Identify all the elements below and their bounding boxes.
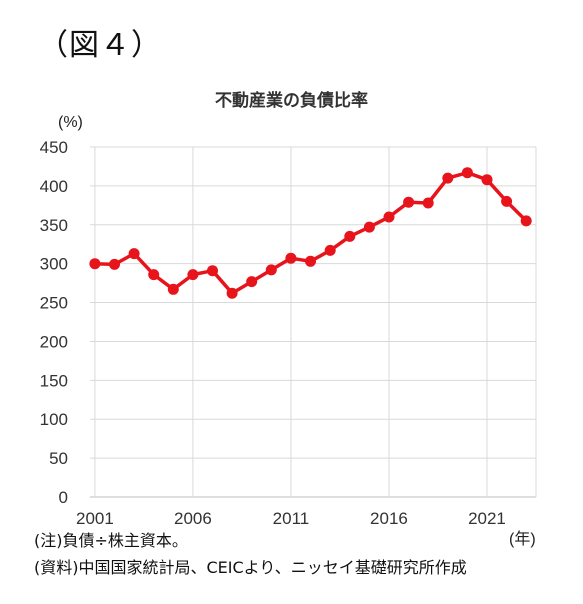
y-tick-label: 200 xyxy=(40,332,68,351)
x-tick-label: 2011 xyxy=(273,509,310,528)
data-point xyxy=(324,244,336,256)
data-point xyxy=(481,174,493,186)
y-tick-label: 450 xyxy=(40,138,68,157)
series-line xyxy=(94,170,528,295)
data-point xyxy=(109,258,120,270)
chart-title: 不動産業の負債比率 xyxy=(215,91,368,111)
y-tick-label: 100 xyxy=(40,410,68,429)
source-text: (資料)中国国家統計局、CEICより、ニッセイ基礎研究所作成 xyxy=(34,558,467,577)
y-tick-label: 300 xyxy=(40,255,68,274)
data-point xyxy=(207,265,218,277)
data-point xyxy=(187,269,199,281)
data-point xyxy=(442,172,454,184)
x-axis-label: (年) xyxy=(509,530,536,548)
data-point xyxy=(89,258,101,270)
data-point xyxy=(285,252,297,264)
data-point xyxy=(265,264,277,276)
data-point xyxy=(501,195,513,207)
x-tick-label: 2006 xyxy=(174,509,212,528)
y-tick-label: 400 xyxy=(40,177,68,196)
figure-label: （図４） xyxy=(38,28,162,63)
data-point xyxy=(344,230,356,242)
data-point xyxy=(246,276,258,288)
data-point xyxy=(422,197,434,209)
y-axis-label: (%) xyxy=(58,114,83,131)
data-point xyxy=(167,283,179,295)
y-tick-label: 0 xyxy=(59,488,68,507)
data-point xyxy=(226,287,238,299)
y-tick-label: 250 xyxy=(40,294,68,313)
data-point xyxy=(148,269,160,281)
x-tick-label: 2001 xyxy=(76,509,114,528)
data-point xyxy=(461,167,473,179)
note-text: (注)負債÷株主資本。 xyxy=(34,531,188,550)
data-point xyxy=(383,211,395,223)
x-tick-label: 2016 xyxy=(370,509,408,528)
data-point xyxy=(520,215,532,227)
y-tick-label: 150 xyxy=(40,371,68,390)
data-point xyxy=(403,196,415,208)
data-point xyxy=(128,248,140,260)
x-tick-label: 2021 xyxy=(468,509,506,528)
y-tick-label: 350 xyxy=(40,216,68,235)
data-point xyxy=(305,255,316,267)
y-tick-label: 50 xyxy=(49,449,68,468)
data-point xyxy=(363,221,375,233)
